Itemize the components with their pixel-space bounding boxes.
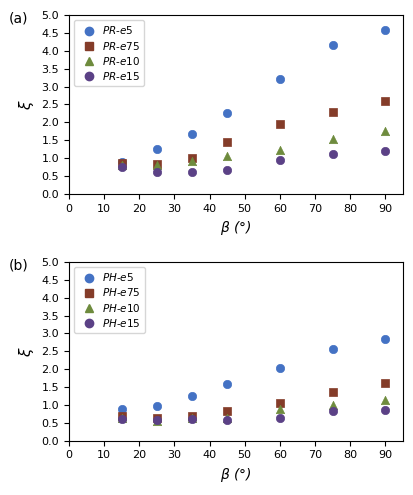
- Point: [118, 405, 125, 413]
- Point: [153, 160, 160, 168]
- Point: [381, 97, 388, 105]
- Point: [223, 380, 230, 388]
- Point: [153, 161, 160, 169]
- Point: [153, 402, 160, 410]
- Point: [276, 405, 282, 413]
- Point: [223, 407, 230, 415]
- Point: [223, 165, 230, 173]
- Point: [328, 401, 335, 409]
- Point: [118, 161, 125, 169]
- Point: [223, 152, 230, 160]
- X-axis label: $\beta$ (°): $\beta$ (°): [220, 466, 251, 484]
- Point: [276, 75, 282, 83]
- Point: [328, 107, 335, 115]
- Point: [118, 412, 125, 420]
- Point: [188, 412, 195, 420]
- Legend: $\mathit{PR}$-$\mathit{e5}$, $\mathit{PR}$-$\mathit{e75}$, $\mathit{PR}$-$\mathi: $\mathit{PR}$-$\mathit{e5}$, $\mathit{PR…: [74, 20, 144, 86]
- Point: [276, 146, 282, 154]
- Legend: $\mathit{PH}$-$\mathit{e5}$, $\mathit{PH}$-$\mathit{e75}$, $\mathit{PH}$-$\mathi: $\mathit{PH}$-$\mathit{e5}$, $\mathit{PH…: [74, 267, 145, 333]
- Point: [118, 158, 125, 166]
- Point: [381, 380, 388, 388]
- Point: [328, 42, 335, 50]
- Y-axis label: $\xi$: $\xi$: [17, 346, 36, 356]
- Point: [328, 345, 335, 353]
- Point: [381, 396, 388, 403]
- Point: [188, 415, 195, 423]
- Point: [153, 145, 160, 153]
- Point: [276, 414, 282, 422]
- Text: (b): (b): [9, 258, 28, 272]
- Point: [188, 414, 195, 422]
- Point: [188, 154, 195, 162]
- Point: [188, 168, 195, 176]
- Point: [328, 389, 335, 396]
- Point: [118, 159, 125, 167]
- Point: [381, 335, 388, 343]
- Point: [381, 406, 388, 414]
- Point: [276, 156, 282, 164]
- Point: [223, 414, 230, 422]
- Point: [153, 417, 160, 425]
- X-axis label: $\beta$ (°): $\beta$ (°): [220, 219, 251, 237]
- Point: [223, 109, 230, 117]
- Point: [276, 399, 282, 407]
- Y-axis label: $\xi$: $\xi$: [17, 99, 36, 110]
- Point: [118, 415, 125, 423]
- Point: [328, 150, 335, 158]
- Point: [223, 138, 230, 146]
- Point: [118, 414, 125, 422]
- Point: [328, 407, 335, 415]
- Text: (a): (a): [9, 11, 28, 26]
- Point: [153, 416, 160, 424]
- Point: [381, 147, 388, 155]
- Point: [276, 364, 282, 372]
- Point: [381, 27, 388, 35]
- Point: [153, 414, 160, 422]
- Point: [223, 416, 230, 424]
- Point: [381, 127, 388, 135]
- Point: [188, 392, 195, 400]
- Point: [153, 168, 160, 176]
- Point: [188, 130, 195, 138]
- Point: [188, 157, 195, 165]
- Point: [276, 120, 282, 128]
- Point: [328, 136, 335, 144]
- Point: [118, 163, 125, 171]
